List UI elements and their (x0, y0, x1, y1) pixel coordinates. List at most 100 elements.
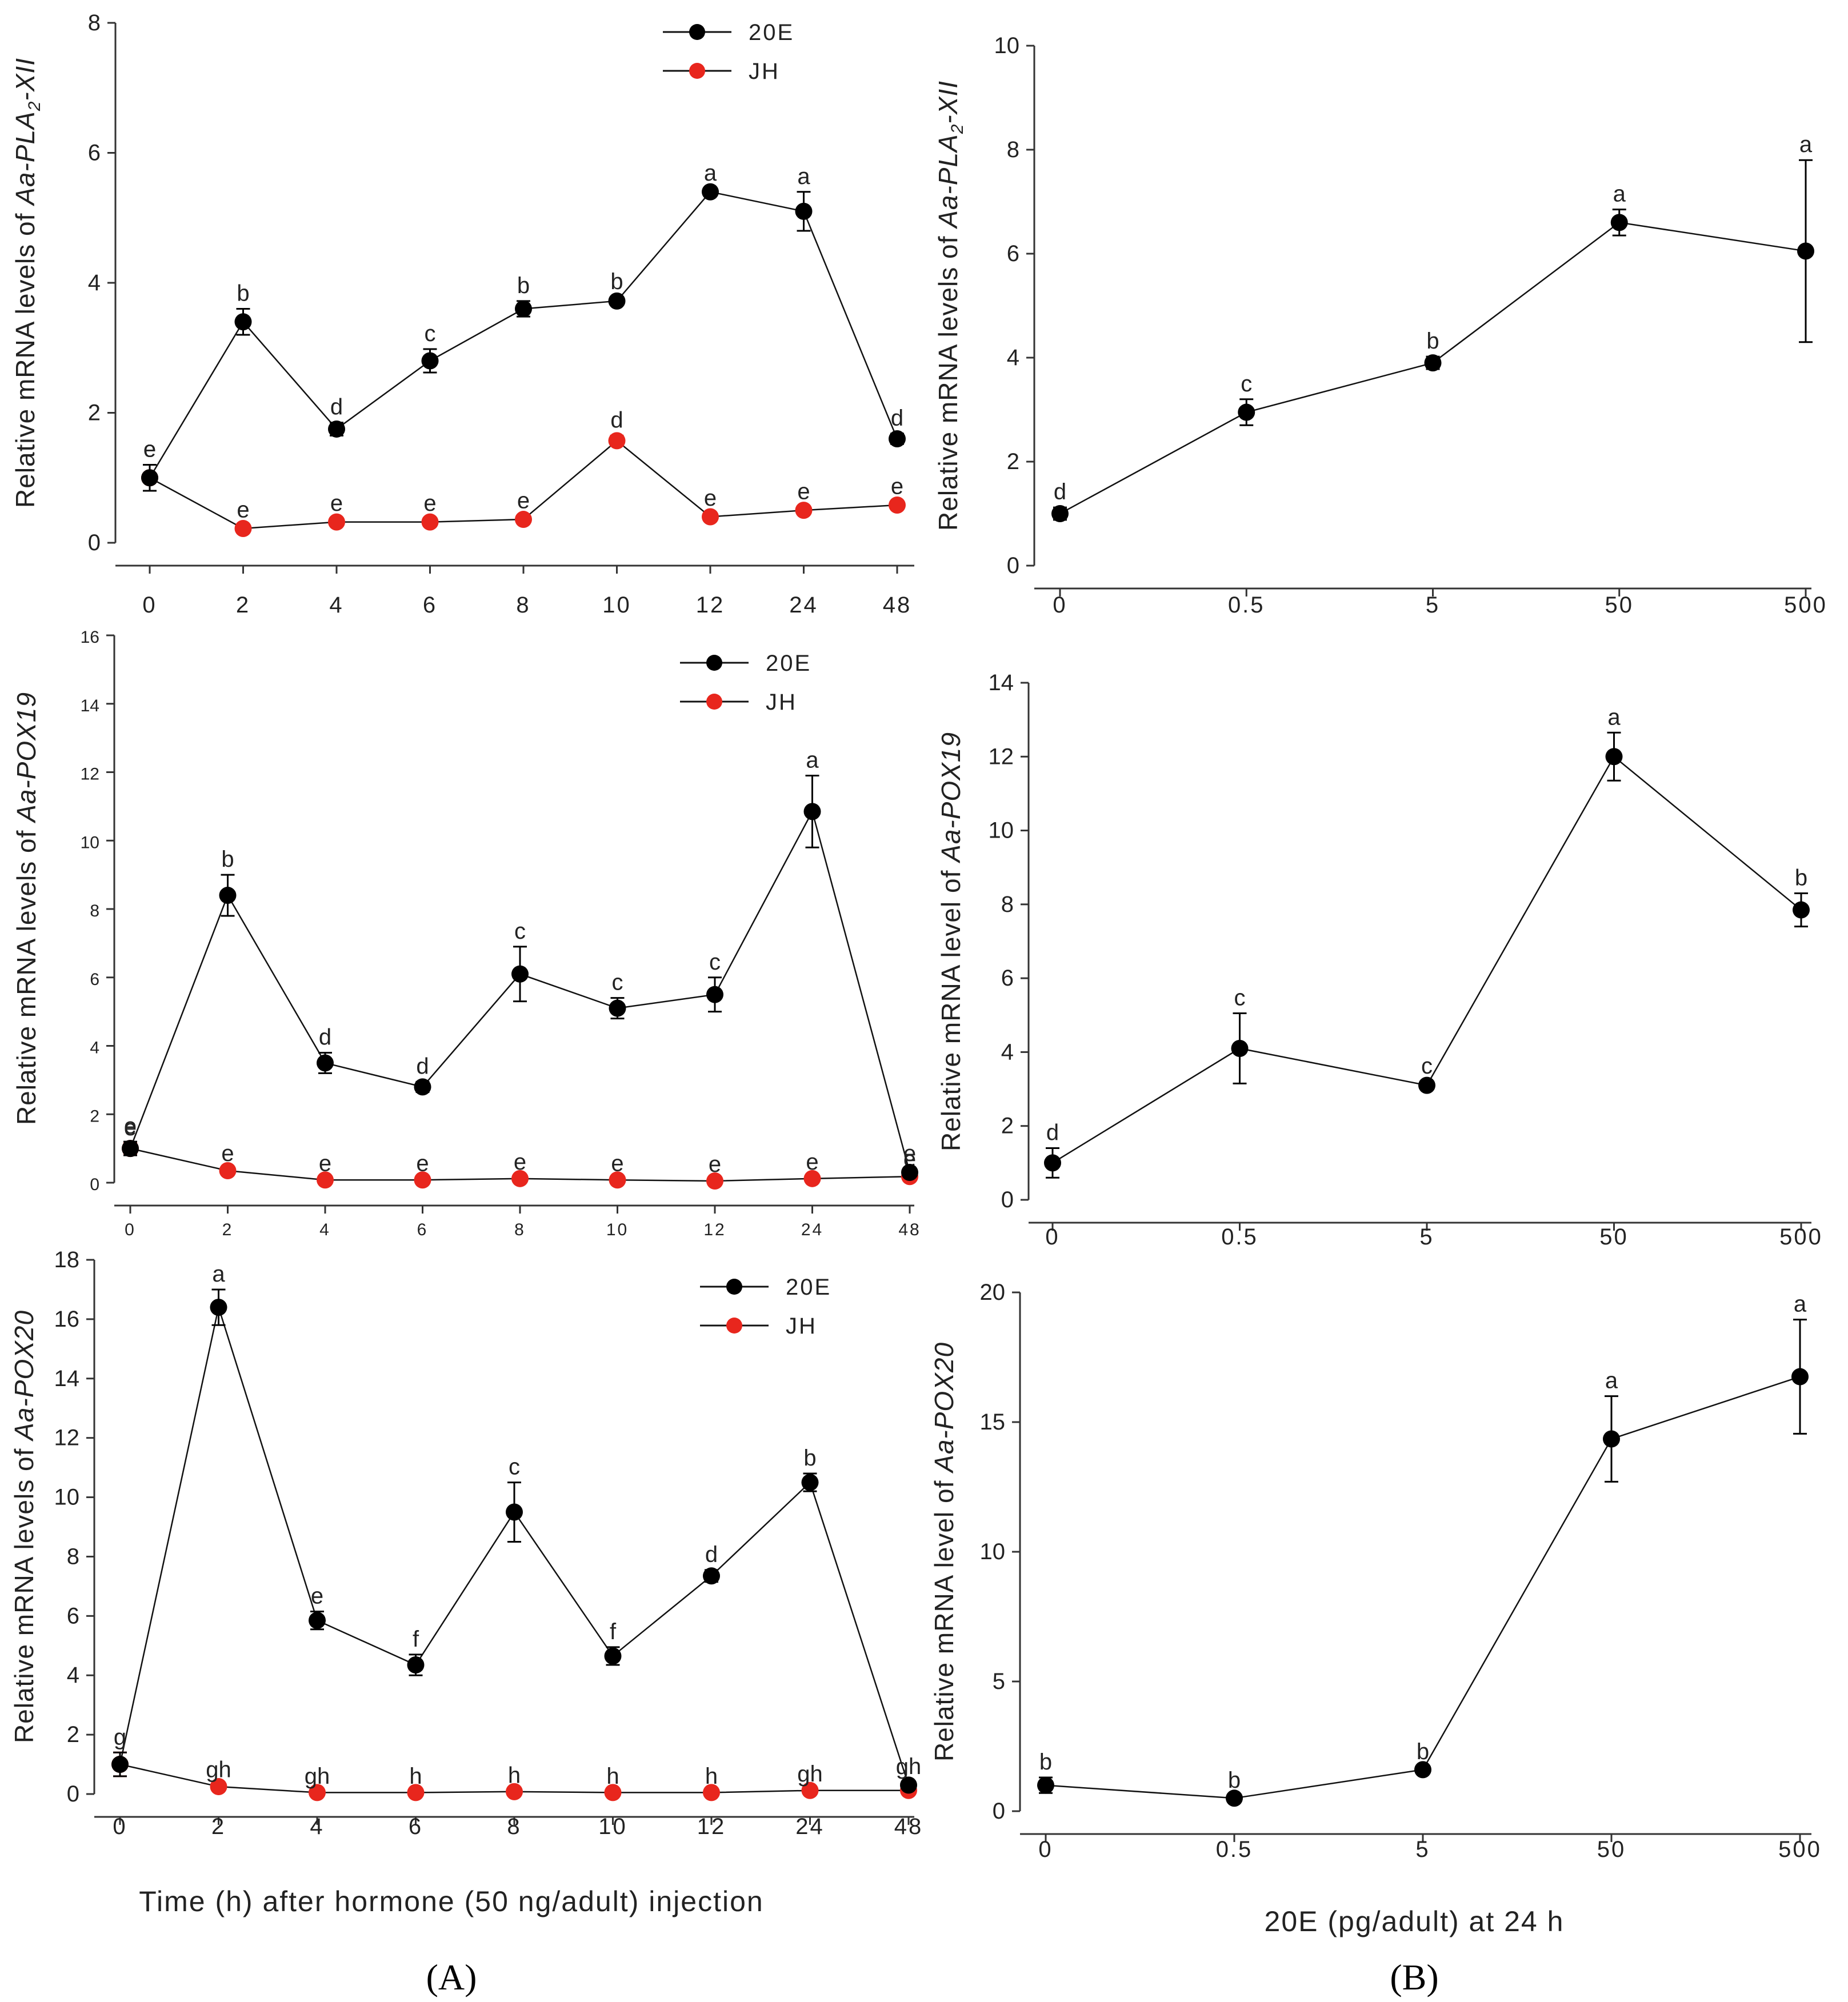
significance-letter: d (891, 406, 903, 431)
legend-label: JH (786, 1314, 817, 1339)
significance-letter: b (1795, 865, 1807, 890)
y-tick-label: 0 (993, 1799, 1005, 1824)
x-tick-label: 500 (1784, 592, 1827, 618)
y-tick-label: 12 (81, 765, 99, 784)
significance-letter: e (143, 437, 156, 462)
x-tick-label: 12 (697, 1814, 726, 1839)
x-tick-label: 50 (1597, 1837, 1626, 1862)
data-point (795, 502, 813, 519)
significance-letter: b (1039, 1749, 1052, 1775)
y-tick-label: 0 (1001, 1187, 1014, 1212)
y-tick-label: 20 (980, 1280, 1006, 1305)
significance-letter: d (1046, 1120, 1059, 1146)
y-axis-label-gene: Aa-PLA (10, 111, 40, 207)
significance-letter: e (311, 1584, 323, 1609)
y-axis-label-gene-suffix: -XII (10, 58, 40, 101)
data-point (122, 1140, 139, 1158)
y-tick-label: 4 (88, 270, 101, 295)
significance-letter: d (705, 1542, 718, 1567)
data-point (219, 1162, 237, 1180)
y-tick-label: 8 (1007, 137, 1019, 162)
significance-letter: a (1799, 132, 1813, 157)
x-tick-label: 2 (211, 1814, 226, 1839)
y-tick-label: 10 (81, 833, 99, 852)
x-tick-label: 0.5 (1228, 592, 1265, 618)
x-tick-label: 5 (1419, 1224, 1434, 1250)
data-point (515, 511, 532, 528)
data-point (1037, 1776, 1054, 1794)
data-point (1238, 403, 1255, 421)
y-tick-label: 14 (54, 1366, 80, 1391)
x-tick-label: 50 (1599, 1224, 1629, 1250)
y-axis-label: Relative mRNA levels of Aa-PLA2-XII (933, 81, 967, 531)
y-axis-label-text: Relative mRNA level of (936, 862, 966, 1151)
chart-b1: 0 2 4 6 8 10 0 0.5 5 50 500 Relative mRNA levels of… (933, 33, 1827, 618)
legend-marker (706, 694, 722, 710)
y-tick-label: 4 (1007, 345, 1019, 370)
x-tick-label: 12 (703, 1220, 726, 1239)
y-tick-label: 2 (88, 401, 101, 426)
x-tick-label: 24 (801, 1220, 823, 1239)
data-point (803, 1170, 821, 1187)
legend-marker (726, 1279, 742, 1295)
data-point (889, 497, 906, 514)
significance-letter: e (704, 486, 717, 511)
y-tick-label: 16 (54, 1307, 80, 1332)
y-tick-label: 10 (980, 1539, 1006, 1564)
data-point (1418, 1076, 1435, 1094)
x-tick-label: 6 (423, 592, 437, 618)
legend-label: 20E (749, 20, 794, 45)
x-tick-label: 0 (113, 1814, 127, 1839)
series-20e: b b b a a (1037, 1292, 1809, 1807)
significance-letter: c (612, 970, 623, 995)
y-axis-label-gene-subscript: 2 (948, 124, 967, 135)
x-tick-label: 10 (598, 1814, 627, 1839)
x-tick-label: 6 (409, 1814, 423, 1839)
y-axis-label-text: Relative mRNA levels of (9, 1440, 39, 1743)
x-axis-label: Time (h) after hormone (50 ng/adult) inj… (139, 1885, 763, 1917)
significance-letter: c (709, 950, 721, 975)
y-tick-label: 6 (1007, 241, 1019, 266)
x-tick-label: 5 (1426, 592, 1440, 618)
y-tick-label: 6 (88, 141, 101, 166)
x-tick-label: 8 (514, 1220, 526, 1239)
data-point (702, 183, 719, 201)
y-tick-label: 0 (67, 1781, 79, 1807)
x-tick-label: 48 (883, 592, 912, 618)
y-tick-label: 10 (989, 818, 1014, 843)
data-point (608, 292, 626, 310)
data-point (608, 432, 626, 450)
significance-letter: a (1607, 704, 1621, 730)
y-tick-label: 2 (67, 1722, 79, 1747)
data-point (414, 1171, 431, 1189)
data-point (609, 1171, 626, 1189)
x-tick-label: 0 (125, 1220, 136, 1239)
y-tick-label: 0 (90, 1175, 99, 1194)
y-tick-label: 10 (54, 1485, 80, 1510)
data-point (1797, 242, 1814, 260)
y-axis-label-gene: Aa-POX19 (936, 732, 966, 864)
y-axis-label-gene-subscript: 2 (25, 101, 44, 112)
x-tick-label: 48 (898, 1220, 921, 1239)
y-axis-label: Relative mRNA level of Aa-POX20 (929, 1342, 959, 1761)
x-tick-label: 0 (1038, 1837, 1053, 1862)
data-point (1793, 901, 1810, 919)
significance-letter: c (1234, 986, 1246, 1011)
significance-letter: e (709, 1152, 721, 1177)
y-tick-label: 0 (1007, 553, 1019, 578)
data-point (414, 1078, 431, 1096)
x-tick-label: 4 (310, 1814, 324, 1839)
significance-letter: b (610, 269, 623, 294)
data-point (803, 803, 821, 820)
series-20e: e b d d c c c a e (122, 747, 918, 1182)
significance-letter: e (237, 497, 249, 522)
legend-marker (689, 63, 705, 79)
y-tick-label: 6 (1001, 966, 1014, 991)
data-point (511, 965, 529, 983)
x-tick-label: 0.5 (1216, 1837, 1253, 1862)
significance-letter: d (416, 1054, 429, 1079)
y-tick-label: 8 (90, 902, 99, 920)
